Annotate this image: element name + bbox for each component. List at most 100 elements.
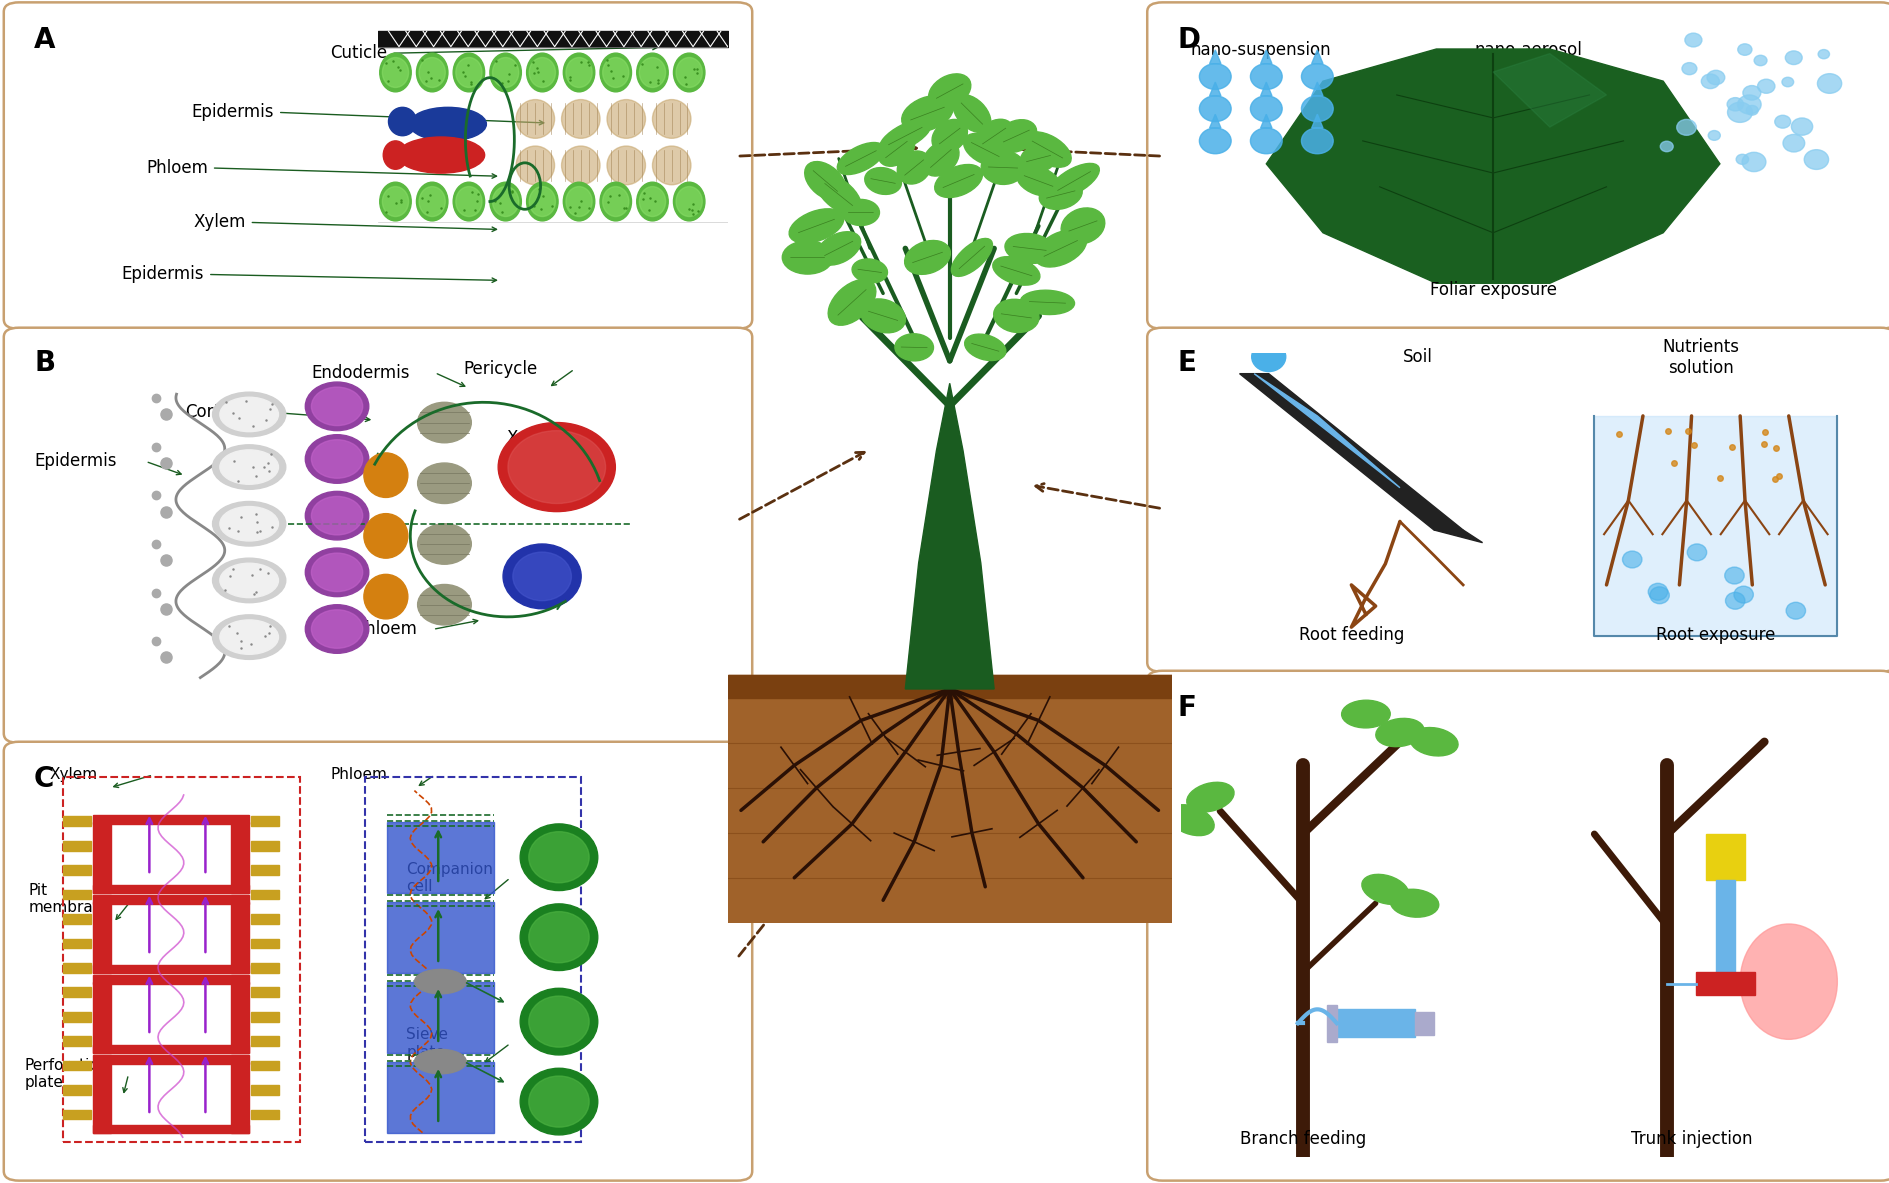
Text: Phloem: Phloem [331, 768, 387, 782]
Ellipse shape [219, 563, 278, 597]
Ellipse shape [414, 969, 467, 994]
Polygon shape [251, 1061, 278, 1071]
Circle shape [1742, 85, 1761, 101]
Ellipse shape [950, 239, 992, 277]
Text: Cortex: Cortex [185, 402, 240, 421]
Polygon shape [62, 914, 91, 924]
Ellipse shape [790, 209, 842, 243]
Ellipse shape [493, 58, 518, 88]
Ellipse shape [453, 53, 484, 92]
Ellipse shape [219, 506, 278, 541]
Circle shape [1757, 79, 1774, 93]
Ellipse shape [565, 58, 591, 88]
Ellipse shape [1390, 890, 1438, 917]
Polygon shape [385, 901, 495, 972]
Polygon shape [1209, 115, 1220, 128]
Text: Perforation
plate: Perforation plate [25, 1058, 110, 1091]
Text: Soil: Soil [1402, 348, 1432, 367]
Ellipse shape [852, 259, 888, 283]
Ellipse shape [935, 164, 982, 198]
Ellipse shape [1039, 180, 1082, 209]
Ellipse shape [380, 53, 412, 92]
Polygon shape [385, 822, 495, 893]
Ellipse shape [212, 615, 285, 659]
Ellipse shape [606, 146, 646, 185]
Polygon shape [62, 865, 91, 875]
Text: A: A [34, 26, 55, 54]
Text: Trunk injection: Trunk injection [1630, 1130, 1751, 1148]
Polygon shape [93, 975, 247, 984]
Ellipse shape [992, 257, 1039, 285]
Ellipse shape [212, 558, 285, 602]
Text: Phloem: Phloem [355, 620, 417, 639]
Ellipse shape [1186, 782, 1234, 812]
Ellipse shape [312, 609, 363, 648]
Ellipse shape [380, 182, 412, 221]
Text: F: F [1177, 694, 1196, 723]
Circle shape [1781, 77, 1793, 86]
Ellipse shape [827, 279, 875, 325]
Ellipse shape [672, 53, 705, 92]
Polygon shape [251, 914, 278, 924]
Ellipse shape [529, 996, 589, 1047]
Circle shape [1725, 593, 1744, 609]
Ellipse shape [1020, 144, 1056, 173]
Circle shape [1817, 50, 1829, 59]
Circle shape [1732, 586, 1753, 603]
Text: B: B [34, 349, 55, 377]
Polygon shape [62, 890, 91, 899]
Polygon shape [93, 982, 110, 1053]
Polygon shape [1254, 374, 1400, 487]
Ellipse shape [652, 99, 691, 138]
Text: D: D [1177, 26, 1200, 54]
Ellipse shape [306, 491, 368, 539]
Ellipse shape [306, 382, 368, 431]
Ellipse shape [1016, 166, 1060, 196]
Ellipse shape [383, 141, 408, 169]
Ellipse shape [212, 393, 285, 437]
Polygon shape [93, 896, 247, 904]
Ellipse shape [561, 146, 599, 185]
Ellipse shape [519, 1068, 597, 1134]
Polygon shape [251, 1110, 278, 1119]
Ellipse shape [519, 988, 597, 1055]
Ellipse shape [637, 182, 669, 221]
Polygon shape [62, 816, 91, 826]
Polygon shape [1209, 50, 1220, 64]
Polygon shape [251, 963, 278, 972]
Ellipse shape [306, 434, 368, 484]
Circle shape [1727, 102, 1751, 122]
Circle shape [1251, 342, 1285, 371]
Polygon shape [62, 1061, 91, 1071]
Text: Xylem: Xylem [506, 428, 559, 447]
Ellipse shape [563, 53, 595, 92]
Ellipse shape [1167, 804, 1213, 835]
Ellipse shape [219, 620, 278, 654]
Polygon shape [1209, 82, 1220, 96]
Ellipse shape [312, 440, 363, 478]
Ellipse shape [922, 141, 958, 176]
Ellipse shape [212, 445, 285, 490]
Polygon shape [93, 1055, 247, 1064]
Text: Companion
cell: Companion cell [406, 861, 493, 894]
Ellipse shape [1020, 290, 1075, 315]
Ellipse shape [529, 832, 589, 883]
Text: Foliar exposure: Foliar exposure [1428, 282, 1557, 299]
Ellipse shape [508, 431, 604, 504]
Ellipse shape [638, 58, 665, 88]
Polygon shape [1326, 1004, 1336, 1041]
Ellipse shape [529, 58, 555, 88]
Text: Xylem: Xylem [49, 768, 96, 782]
Polygon shape [251, 890, 278, 899]
FancyBboxPatch shape [1147, 2, 1889, 329]
Polygon shape [93, 815, 247, 823]
Ellipse shape [312, 554, 363, 592]
Ellipse shape [516, 146, 553, 185]
Ellipse shape [212, 502, 285, 547]
FancyBboxPatch shape [4, 2, 752, 329]
Polygon shape [251, 816, 278, 826]
Ellipse shape [529, 912, 589, 963]
Ellipse shape [499, 422, 616, 511]
Ellipse shape [519, 904, 597, 970]
Ellipse shape [516, 99, 553, 138]
